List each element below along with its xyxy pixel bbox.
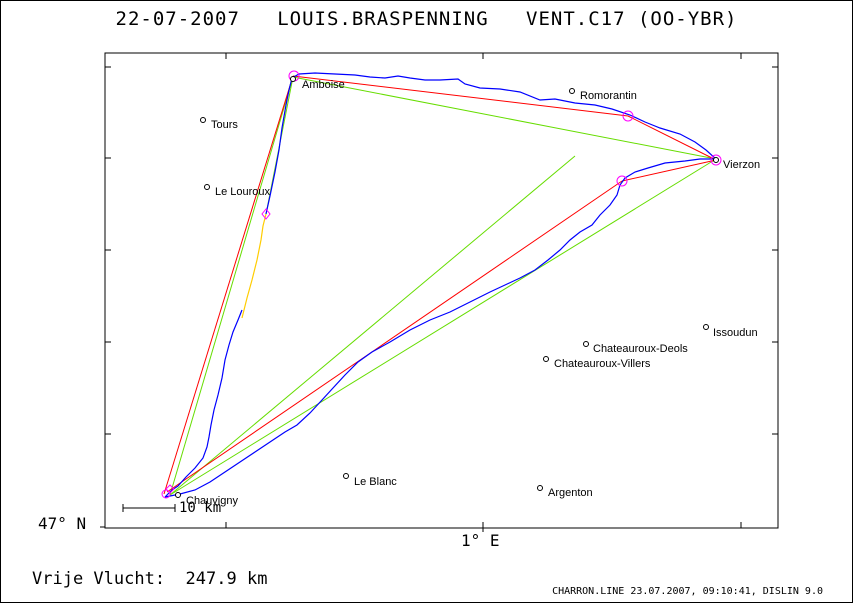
glider-name: VENT.C17 (OO-YBR) (526, 8, 738, 30)
sector-lines (169, 76, 717, 496)
distance-value: 247.9 km (185, 569, 268, 589)
label-argenton: Argenton (548, 487, 593, 499)
flight-track-alt-segment (241, 213, 267, 319)
label-le-louroux: Le Louroux (215, 186, 271, 198)
scale-bar-label: 10 km (179, 500, 222, 516)
longitude-label: 1° E (461, 531, 500, 550)
latitude-label: 47° N (38, 514, 87, 533)
marker-amboise (290, 76, 296, 82)
distance-label: Vrije Vlucht: (32, 569, 166, 589)
label-tours: Tours (211, 119, 238, 131)
flight-date: 22-07-2007 (115, 8, 240, 30)
pilot-name: LOUIS.BRASPENNING (277, 8, 489, 30)
task-legs (163, 75, 717, 495)
page-title: 22-07-2007 LOUIS.BRASPENNING VENT.C17 (O… (0, 8, 853, 30)
scale-bar (122, 504, 176, 512)
place-labels: Amboise Romorantin Tours Le Louroux Vier… (186, 79, 760, 507)
flight-track (164, 309, 243, 498)
distance-summary: Vrije Vlucht: 247.9 km (32, 569, 267, 589)
ticks (100, 53, 778, 532)
marker-issoudun (703, 324, 709, 330)
label-chateauroux-villers: Chateauroux-Villers (554, 358, 651, 370)
marker-vierzon (713, 157, 719, 163)
marker-le-blanc (343, 473, 349, 479)
label-le-blanc: Le Blanc (354, 476, 397, 488)
label-chateauroux-deols: Chateauroux-Deols (593, 343, 688, 355)
marker-chateauroux-villers (543, 356, 549, 362)
flight-track-upper (164, 72, 718, 498)
footer-info: CHARRON.LINE 23.07.2007, 09:10:41, DISLI… (552, 586, 823, 597)
marker-romorantin (569, 88, 575, 94)
marker-chateauroux-deols (583, 341, 589, 347)
marker-argenton (537, 485, 543, 491)
label-vierzon: Vierzon (723, 159, 760, 171)
marker-le-louroux (204, 184, 210, 190)
label-amboise: Amboise (302, 79, 345, 91)
turnpoint-circles (161, 70, 722, 499)
plot-frame (104, 52, 779, 529)
place-markers (175, 76, 719, 498)
label-issoudun: Issoudun (713, 327, 758, 339)
label-chauvigny: Chauvigny (186, 495, 238, 507)
label-romorantin: Romorantin (580, 90, 637, 102)
marker-tours (200, 117, 206, 123)
marker-chauvigny (175, 492, 181, 498)
